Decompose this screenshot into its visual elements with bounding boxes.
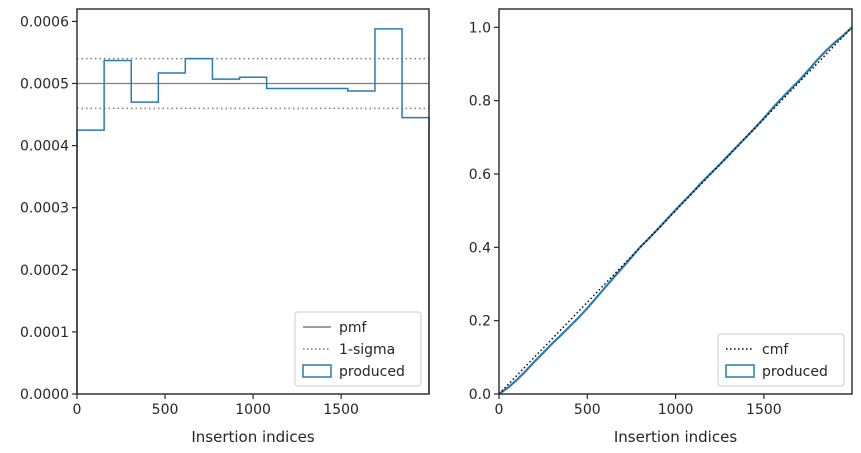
left-y-tick-label: 0.0004 bbox=[20, 139, 69, 155]
produced-step-outline bbox=[76, 28, 430, 394]
right-legend-item: cmf bbox=[726, 342, 789, 358]
left-x-axis-label: Insertion indices bbox=[191, 428, 314, 446]
right-x-tick-label: 1000 bbox=[658, 402, 694, 418]
right-x-tick-label: 0 bbox=[495, 402, 504, 418]
right-legend-item: produced bbox=[725, 364, 828, 380]
right-legend: cmf produced bbox=[717, 333, 845, 387]
left-y-tick-label: 0.0006 bbox=[20, 14, 69, 30]
left-legend-item: pmf bbox=[303, 320, 368, 336]
left-x-tick-label: 500 bbox=[152, 402, 179, 418]
histogram-bin bbox=[185, 59, 212, 394]
left-x-tick-label: 0 bbox=[73, 402, 82, 418]
right-legend-label: produced bbox=[762, 364, 828, 380]
left-legend-item: produced bbox=[302, 364, 405, 380]
right-y-tick-label: 0.6 bbox=[469, 167, 491, 183]
right-legend-label: cmf bbox=[762, 342, 789, 358]
left-x-axis: 0 500 1000 1500 Insertion indices bbox=[73, 394, 359, 446]
right-y-axis: 0.0 0.2 0.4 0.6 0.8 1.0 bbox=[469, 20, 499, 403]
left-y-tick-label: 0.0002 bbox=[20, 263, 69, 279]
left-x-tick-label: 1000 bbox=[235, 402, 271, 418]
left-y-tick-label: 0.0000 bbox=[20, 387, 69, 403]
right-x-axis-label: Insertion indices bbox=[614, 428, 737, 446]
right-legend-box bbox=[717, 333, 845, 387]
produced-histogram bbox=[76, 28, 430, 394]
histogram-bin bbox=[77, 130, 104, 394]
histogram-bin bbox=[131, 102, 158, 394]
left-legend: pmf 1-sigma produced bbox=[294, 311, 422, 387]
left-legend-label: produced bbox=[339, 364, 405, 380]
right-x-axis: 0 500 1000 1500 Insertion indices bbox=[495, 394, 782, 446]
histogram-bin bbox=[158, 73, 185, 394]
left-legend-item: 1-sigma bbox=[303, 342, 395, 358]
left-y-tick-label: 0.0001 bbox=[20, 325, 69, 341]
left-legend-label: 1-sigma bbox=[339, 342, 395, 358]
left-plot-frame bbox=[76, 8, 430, 395]
histogram-bin bbox=[104, 61, 131, 394]
right-x-tick-label: 1500 bbox=[746, 402, 782, 418]
right-y-tick-label: 0.2 bbox=[469, 314, 491, 330]
left-x-tick-label: 1500 bbox=[323, 402, 359, 418]
left-legend-box bbox=[294, 311, 422, 387]
right-y-tick-label: 0.0 bbox=[469, 387, 491, 403]
cmf-line bbox=[498, 26, 853, 395]
histogram-bin bbox=[240, 77, 267, 394]
left-legend-swatch-box bbox=[302, 364, 332, 378]
left-y-tick-label: 0.0003 bbox=[20, 201, 69, 217]
right-x-tick-label: 500 bbox=[574, 402, 601, 418]
right-y-tick-label: 0.8 bbox=[469, 94, 491, 110]
right-plot-frame bbox=[498, 8, 853, 395]
right-legend-swatch-box bbox=[725, 364, 755, 378]
right-y-tick-label: 1.0 bbox=[469, 20, 491, 36]
histogram-bin bbox=[267, 88, 294, 394]
left-legend-label: pmf bbox=[339, 320, 368, 336]
left-y-axis: 0.0000 0.0001 0.0002 0.0003 0.0004 0.0005 0.00… bbox=[20, 14, 77, 403]
left-reference-lines bbox=[77, 57, 429, 110]
left-y-tick-label: 0.0005 bbox=[20, 77, 69, 93]
right-y-tick-label: 0.4 bbox=[469, 240, 491, 256]
histogram-bin bbox=[212, 79, 239, 394]
